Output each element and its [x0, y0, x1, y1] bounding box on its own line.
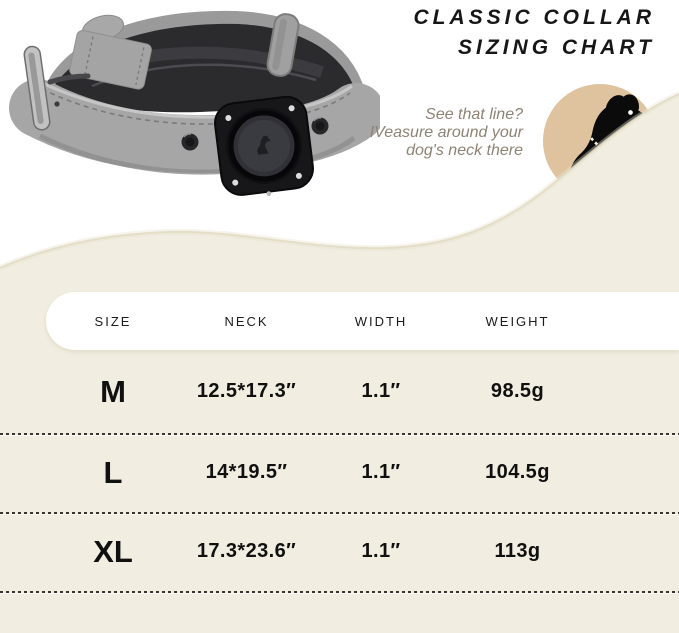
- table-header-row: SIZE NECK WIDTH WEIGHT: [46, 292, 679, 350]
- strap-end: [69, 30, 152, 90]
- note-line-2: IVeasure around your: [369, 124, 523, 141]
- cell-size: L: [103, 454, 123, 490]
- cell-weight: 113g: [494, 540, 541, 562]
- col-header-weight: WEIGHT: [485, 313, 550, 329]
- cell-weight: 98.5g: [490, 380, 545, 402]
- dog-silhouette-icon: [542, 83, 658, 199]
- col-header-width: WIDTH: [354, 313, 408, 329]
- table-row-l: L 14*19.5″ 1.1″ 104.5g: [46, 433, 586, 512]
- cell-width: 1.1″: [361, 540, 401, 562]
- table-row-m: M 12.5*17.3″ 1.1″ 98.5g: [46, 350, 586, 433]
- title-line-2: SIZING CHART: [458, 36, 655, 59]
- cell-size: XL: [93, 533, 133, 569]
- note-line-3: dog's neck there: [406, 142, 523, 159]
- page-title: CLASSIC COLLAR SIZING CHART: [414, 3, 656, 63]
- title-line-1: CLASSIC COLLAR: [413, 6, 655, 29]
- airtag-holder: [214, 95, 314, 197]
- cell-weight: 104.5g: [485, 461, 550, 483]
- col-header-neck: NECK: [224, 313, 269, 329]
- rivet-right: [311, 117, 329, 135]
- keeper-loop: [266, 13, 300, 77]
- note-line-1: See that line?: [425, 106, 523, 123]
- table-bottom-divider: [0, 591, 679, 593]
- rivet-left: [181, 133, 199, 151]
- airtag-collar-photo: [9, 10, 380, 197]
- cell-neck: 12.5*17.3″: [196, 380, 297, 402]
- cell-neck: 14*19.5″: [205, 461, 288, 483]
- cell-width: 1.1″: [361, 380, 401, 402]
- cell-width: 1.1″: [361, 461, 401, 483]
- note-text: See that line? IVeasure around your dog'…: [370, 106, 523, 160]
- cell-size: M: [100, 373, 126, 409]
- table-row-xl: XL 17.3*23.6″ 1.1″ 113g: [46, 512, 586, 591]
- col-header-size: SIZE: [94, 313, 132, 329]
- cell-neck: 17.3*23.6″: [196, 540, 297, 562]
- sizing-table: SIZE NECK WIDTH WEIGHT M 12.5*17.3″ 1.1″…: [0, 292, 679, 633]
